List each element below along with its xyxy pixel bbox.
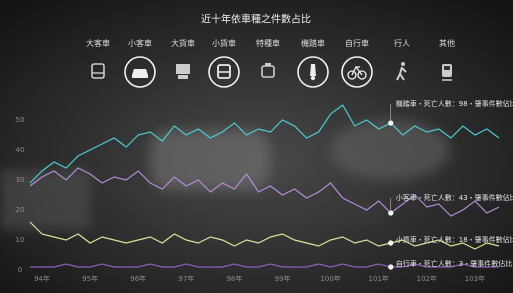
- filter-label: 小客車: [128, 38, 152, 48]
- x-tick-label: 103年: [465, 274, 485, 283]
- filter-label: 大客車: [86, 38, 110, 48]
- filter-label: 特種車: [256, 38, 280, 48]
- icon-shape: [311, 76, 315, 80]
- x-tick-label: 98年: [226, 274, 242, 283]
- series-annotation: 小貨車・死亡人數：18・肇事件數佔比：10.22%: [396, 235, 513, 244]
- x-tick-label: 96年: [130, 274, 146, 283]
- filter-label: 大貨車: [171, 38, 195, 48]
- filter-label: 小貨車: [212, 38, 236, 48]
- icon-shape: [132, 69, 148, 78]
- icon-shape: [444, 66, 450, 70]
- icon-shape: [265, 63, 271, 66]
- filter-label: 其他: [439, 38, 455, 48]
- y-tick-label: 10: [16, 236, 25, 244]
- series-annotation: 自行車・死亡人數：3・肇事件數佔比：1.7%: [396, 259, 513, 268]
- x-tick-label: 95年: [82, 274, 98, 283]
- y-tick-label: 0: [18, 266, 22, 274]
- series-annotation: 小客車・死亡人數：43・肇事件數佔比：24.43%: [396, 193, 513, 202]
- x-tick-label: 94年: [34, 274, 50, 283]
- x-tick-label: 99年: [275, 274, 291, 283]
- filter-label: 自行車: [345, 38, 369, 48]
- filter-label: 行人: [394, 38, 410, 48]
- icon-shape: [176, 64, 190, 74]
- icon-shape: [442, 64, 452, 77]
- filter-label: 機踏車: [301, 38, 325, 48]
- series-annotation: 機踏車・死亡人數：98・肇事件數佔比：55.68%: [396, 99, 513, 108]
- filter-icon: [176, 64, 190, 79]
- y-tick-label: 40: [16, 146, 25, 154]
- icon-shape: [178, 75, 188, 79]
- x-tick-label: 100年: [320, 274, 340, 283]
- chart-title: 近十年依車種之件數占比: [201, 13, 311, 26]
- x-tick-label: 102年: [417, 274, 437, 283]
- y-tick-label: 50: [16, 116, 25, 124]
- x-tick-label: 97年: [178, 274, 194, 283]
- chart: 近十年依車種之件數占比 大客車 小客車 大貨車 小貨車 特種車 機踏車 自行車 行人 其他 0 1…: [0, 0, 513, 293]
- icon-shape: [401, 62, 405, 66]
- y-tick-label: 20: [16, 206, 25, 214]
- y-tick-label: 30: [16, 176, 25, 184]
- x-tick-label: 101年: [369, 274, 389, 283]
- icon-shape: [310, 64, 316, 76]
